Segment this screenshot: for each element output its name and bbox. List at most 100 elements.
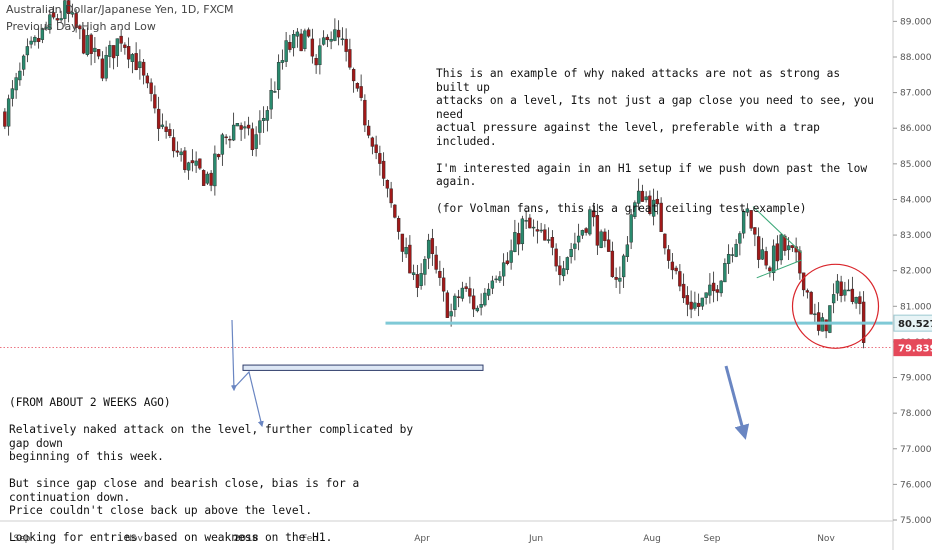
price-tick-label: 89.000 [900, 17, 932, 27]
candle-body [408, 244, 412, 274]
candle-body [385, 180, 390, 189]
candle-body [539, 229, 543, 232]
candle-body [580, 230, 585, 236]
candle-body [74, 13, 78, 28]
candle-body [288, 42, 292, 50]
candle-body [258, 120, 262, 133]
candle-body [831, 294, 836, 304]
candle-body [711, 282, 716, 292]
candle-body [790, 245, 795, 248]
level-price-badge-bg [893, 314, 932, 332]
candle-body [366, 125, 371, 136]
candle-body [438, 271, 442, 278]
candle-body [764, 251, 768, 266]
price-tick-label: 83.000 [900, 231, 932, 241]
candle-body [21, 55, 26, 70]
price-tick-label: 86.000 [900, 124, 932, 134]
candle-body [306, 29, 311, 37]
price-tick-label: 85.000 [900, 160, 932, 170]
candle-body [565, 257, 570, 270]
candle-body [201, 170, 206, 186]
candle-body [280, 60, 285, 63]
candle-body [108, 45, 112, 57]
time-tick-label: Nov [125, 534, 143, 544]
candle-body [479, 304, 483, 308]
candle-body [798, 250, 802, 274]
candle-body [381, 160, 386, 179]
price-tick-label: 88.000 [900, 53, 932, 63]
price-tick-label: 82.000 [900, 267, 932, 277]
time-tick-label: 2018 [233, 534, 258, 544]
candle-body [231, 124, 236, 141]
candle-body [685, 295, 690, 305]
candle-body [753, 227, 757, 235]
indicator-label[interactable]: Previous Day High and Low [6, 20, 156, 33]
candle-body [558, 265, 562, 276]
candle-body [546, 239, 551, 241]
candle-body [209, 172, 213, 186]
time-axis: Sep Nov 2018 Feb Apr Jun Aug Sep Nov [14, 534, 836, 544]
candle-body [588, 209, 592, 235]
candle-body [599, 231, 603, 248]
candle-body [160, 124, 165, 127]
time-tick-label: Jun [528, 534, 543, 544]
candle-body [269, 90, 273, 110]
candle-body [89, 34, 93, 54]
candle-body [85, 35, 90, 55]
candle-body [115, 38, 120, 56]
candle-body [441, 277, 446, 292]
candle-body [48, 14, 52, 30]
candle-body [535, 229, 540, 232]
candle-body [726, 254, 731, 264]
candle-body [194, 160, 198, 166]
candle-body [36, 38, 41, 42]
candle-body [640, 190, 645, 202]
candle-body [509, 250, 513, 263]
candle-body [415, 274, 420, 288]
candle-body [33, 36, 37, 43]
candle-body [756, 236, 761, 260]
candle-body [329, 38, 333, 42]
candle-body [606, 239, 611, 252]
candle-body [816, 312, 821, 331]
candle-body [370, 137, 375, 147]
wedge-upper-line [752, 206, 803, 254]
candle-body [325, 36, 330, 41]
candle-body [813, 313, 817, 316]
candle-body [783, 235, 787, 251]
candle-body [186, 162, 191, 171]
candle-body [344, 38, 348, 52]
candle-body [81, 29, 86, 54]
candle-body [66, 0, 71, 14]
candle-body [183, 150, 187, 171]
candle-body [400, 233, 405, 252]
candle-body [111, 45, 116, 59]
candle-body [273, 91, 277, 93]
candle-body [516, 233, 521, 245]
candle-body [389, 188, 393, 204]
candle-body [809, 291, 813, 315]
candle-body [348, 49, 352, 68]
candle-body [468, 288, 472, 297]
candle-body [846, 289, 851, 292]
price-tick-label: 84.000 [900, 195, 932, 205]
candle-body [254, 134, 258, 149]
wedge-lower-line [756, 259, 802, 279]
time-tick-label: Sep [14, 534, 31, 544]
candle-body [655, 198, 660, 205]
candle-body [681, 283, 686, 299]
candle-body [205, 173, 210, 184]
candle-body [734, 243, 738, 257]
candle-body [156, 108, 161, 129]
candle-body [490, 280, 495, 289]
candle-body [498, 276, 502, 281]
candle-body [374, 144, 378, 153]
candle-body [483, 292, 487, 306]
symbol-title[interactable]: Australian Dollar/Japanese Yen, 1D, FXCM [6, 3, 234, 16]
candle-body [198, 158, 202, 169]
candle-body [363, 99, 367, 126]
candle-body [336, 29, 341, 38]
